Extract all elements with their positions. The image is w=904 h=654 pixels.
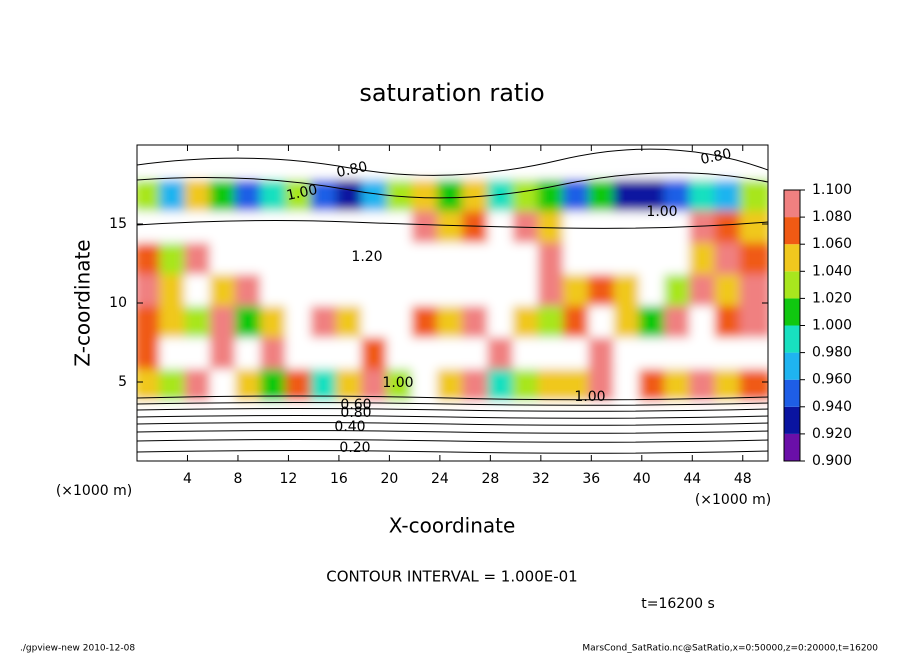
contour-label: 0.80 bbox=[699, 146, 733, 168]
footer-right: MarsCond_SatRatio.nc@SatRatio,x=0:50000,… bbox=[582, 644, 878, 654]
colorbar-tick-label: 1.080 bbox=[812, 209, 852, 225]
x-tick-label: 40 bbox=[633, 471, 651, 487]
colorbar-band bbox=[784, 190, 800, 218]
footer-left: ./gpview-new 2010-12-08 bbox=[20, 644, 135, 654]
contour-line bbox=[137, 408, 768, 412]
colorbar-band bbox=[784, 271, 800, 299]
colorbar-band bbox=[784, 406, 800, 434]
cell bbox=[739, 394, 768, 433]
contour-line bbox=[137, 220, 768, 229]
contour-label: 0.20 bbox=[339, 440, 370, 456]
y-unit: (×1000 m) bbox=[56, 483, 132, 499]
colorbar-band bbox=[784, 298, 800, 326]
colorbar-band bbox=[784, 433, 800, 461]
contour-label: 1.00 bbox=[382, 375, 413, 391]
contour-interval: CONTOUR INTERVAL = 1.000E-01 bbox=[326, 568, 577, 586]
contour-label: 1.00 bbox=[285, 182, 319, 204]
x-tick-label: 36 bbox=[582, 471, 600, 487]
colorbar-tick-label: 1.000 bbox=[812, 318, 852, 334]
contour-line bbox=[137, 422, 768, 426]
cell bbox=[739, 268, 768, 306]
y-axis-label: Z-coordinate bbox=[71, 239, 95, 366]
colorbar-tick-label: 1.020 bbox=[812, 290, 852, 306]
cell bbox=[739, 331, 768, 370]
x-tick-label: 44 bbox=[683, 471, 701, 487]
colorbar-tick-label: 0.900 bbox=[812, 453, 852, 469]
y-tick-label: 5 bbox=[118, 374, 127, 390]
y-tick-label: 10 bbox=[109, 295, 127, 311]
contour-label: 1.20 bbox=[351, 249, 382, 265]
colorbar-band bbox=[784, 325, 800, 353]
contour-label: 1.00 bbox=[646, 204, 677, 220]
contour-line bbox=[137, 430, 768, 434]
colorbar-band bbox=[784, 352, 800, 380]
contour-line bbox=[137, 439, 768, 443]
contour-label: 1.00 bbox=[574, 389, 605, 405]
x-tick-label: 48 bbox=[734, 471, 752, 487]
x-unit: (×1000 m) bbox=[695, 492, 771, 508]
colorbar-tick-label: 0.960 bbox=[812, 372, 852, 388]
colorbar-tick-label: 0.940 bbox=[812, 399, 852, 415]
colorbar-band bbox=[784, 379, 800, 407]
contour-label: 0.80 bbox=[340, 405, 371, 421]
colorbar-tick-label: 1.100 bbox=[812, 182, 852, 198]
x-tick-label: 28 bbox=[481, 471, 499, 487]
x-tick-label: 12 bbox=[280, 471, 298, 487]
x-tick-label: 24 bbox=[431, 471, 449, 487]
field bbox=[137, 145, 768, 461]
time-label: t=16200 s bbox=[641, 596, 715, 612]
x-tick-label: 32 bbox=[532, 471, 550, 487]
colorbar-band bbox=[784, 217, 800, 245]
colorbar-band bbox=[784, 244, 800, 272]
x-axis-label: X-coordinate bbox=[389, 514, 516, 538]
contour-line bbox=[137, 450, 768, 454]
cell bbox=[739, 236, 768, 275]
x-tick-label: 20 bbox=[380, 471, 398, 487]
cell bbox=[739, 145, 768, 180]
contour-label: 0.40 bbox=[334, 419, 365, 435]
contour-line bbox=[137, 415, 768, 419]
colorbar-tick-label: 0.920 bbox=[812, 426, 852, 442]
contour-line bbox=[137, 148, 768, 176]
y-tick-label: 15 bbox=[109, 216, 127, 232]
contour-lines bbox=[137, 148, 768, 454]
colorbar-tick-label: 1.060 bbox=[812, 236, 852, 252]
colorbar-tick-label: 1.040 bbox=[812, 263, 852, 279]
contour-line bbox=[137, 172, 768, 199]
x-tick-label: 4 bbox=[183, 471, 192, 487]
x-tick-label: 16 bbox=[330, 471, 348, 487]
contour-label: 0.80 bbox=[335, 159, 369, 181]
field-cells bbox=[137, 145, 768, 461]
cell bbox=[739, 173, 768, 212]
cell bbox=[739, 300, 768, 338]
chart-title: saturation ratio bbox=[359, 79, 544, 107]
contour-line bbox=[137, 395, 768, 401]
contour-label: 0.60 bbox=[340, 397, 371, 413]
colorbar-tick-label: 0.980 bbox=[812, 345, 852, 361]
contour-line bbox=[137, 402, 768, 406]
x-tick-label: 8 bbox=[233, 471, 242, 487]
